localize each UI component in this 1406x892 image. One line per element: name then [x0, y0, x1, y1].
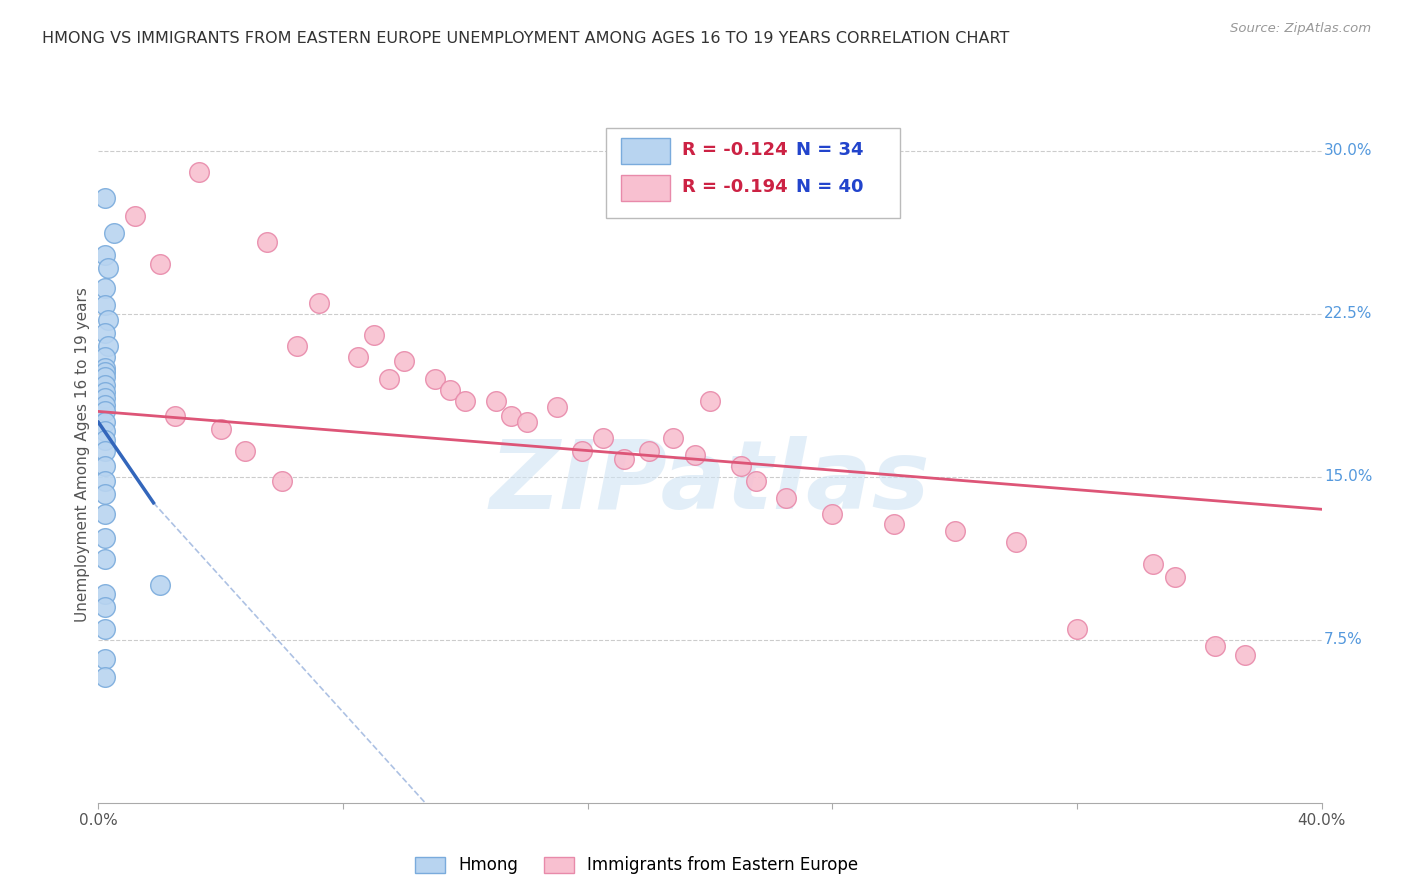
Point	[149, 257, 172, 271]
Text: 7.5%: 7.5%	[1324, 632, 1362, 648]
Point	[93, 384, 115, 399]
Text: HMONG VS IMMIGRANTS FROM EASTERN EUROPE UNEMPLOYMENT AMONG AGES 16 TO 19 YEARS C: HMONG VS IMMIGRANTS FROM EASTERN EUROPE …	[42, 31, 1010, 46]
Point	[124, 209, 146, 223]
Point	[378, 372, 401, 386]
Point	[270, 474, 292, 488]
FancyBboxPatch shape	[620, 137, 669, 164]
Point	[1164, 570, 1187, 584]
Point	[285, 339, 308, 353]
Point	[347, 350, 370, 364]
Point	[163, 409, 186, 423]
Point	[454, 393, 477, 408]
Point	[93, 191, 115, 205]
Point	[93, 365, 115, 379]
Point	[93, 507, 115, 521]
Point	[308, 295, 330, 310]
Point	[93, 552, 115, 566]
Point	[775, 491, 797, 506]
Point	[93, 652, 115, 666]
Point	[592, 431, 614, 445]
Point	[93, 350, 115, 364]
Point	[97, 260, 120, 275]
Point	[683, 448, 706, 462]
Point	[93, 248, 115, 262]
Point	[93, 326, 115, 341]
Point	[93, 587, 115, 601]
Point	[93, 443, 115, 458]
Point	[546, 400, 568, 414]
Point	[93, 424, 115, 438]
Point	[93, 398, 115, 412]
Text: ZIPatlas: ZIPatlas	[489, 436, 931, 529]
Point	[943, 524, 966, 538]
Point	[93, 280, 115, 294]
Point	[93, 670, 115, 684]
Point	[571, 443, 593, 458]
Point	[516, 415, 538, 429]
Text: N = 40: N = 40	[796, 178, 863, 196]
Point	[93, 487, 115, 501]
Point	[93, 360, 115, 375]
Point	[93, 298, 115, 312]
Point	[730, 458, 752, 473]
Text: R = -0.194: R = -0.194	[682, 178, 787, 196]
Point	[93, 531, 115, 545]
Point	[883, 517, 905, 532]
Point	[1066, 622, 1088, 636]
Point	[93, 392, 115, 406]
Point	[233, 443, 256, 458]
Point	[97, 313, 120, 327]
Text: 30.0%: 30.0%	[1324, 143, 1372, 158]
Point	[423, 372, 446, 386]
Point	[745, 474, 768, 488]
Point	[392, 354, 416, 368]
Point	[93, 600, 115, 615]
Point	[93, 415, 115, 429]
Text: 22.5%: 22.5%	[1324, 306, 1372, 321]
FancyBboxPatch shape	[620, 175, 669, 201]
Point	[363, 328, 385, 343]
FancyBboxPatch shape	[606, 128, 900, 219]
Point	[93, 369, 115, 384]
Point	[93, 404, 115, 418]
Point	[1234, 648, 1257, 662]
Point	[637, 443, 661, 458]
Point	[93, 474, 115, 488]
Point	[613, 452, 636, 467]
Point	[1204, 639, 1226, 653]
Point	[93, 458, 115, 473]
Point	[699, 393, 721, 408]
Text: N = 34: N = 34	[796, 141, 863, 159]
Y-axis label: Unemployment Among Ages 16 to 19 years: Unemployment Among Ages 16 to 19 years	[75, 287, 90, 623]
Point	[256, 235, 278, 249]
Point	[93, 433, 115, 447]
Point	[439, 383, 461, 397]
Text: Source: ZipAtlas.com: Source: ZipAtlas.com	[1230, 22, 1371, 36]
Legend: Hmong, Immigrants from Eastern Europe: Hmong, Immigrants from Eastern Europe	[415, 856, 858, 874]
Text: 15.0%: 15.0%	[1324, 469, 1372, 484]
Point	[97, 339, 120, 353]
Point	[1004, 535, 1026, 549]
Point	[485, 393, 508, 408]
Point	[501, 409, 523, 423]
Point	[103, 226, 125, 240]
Text: R = -0.124: R = -0.124	[682, 141, 787, 159]
Point	[1142, 557, 1164, 571]
Point	[821, 507, 844, 521]
Point	[188, 165, 211, 179]
Point	[93, 378, 115, 392]
Point	[93, 622, 115, 636]
Point	[209, 422, 232, 436]
Point	[662, 431, 685, 445]
Point	[149, 578, 172, 592]
